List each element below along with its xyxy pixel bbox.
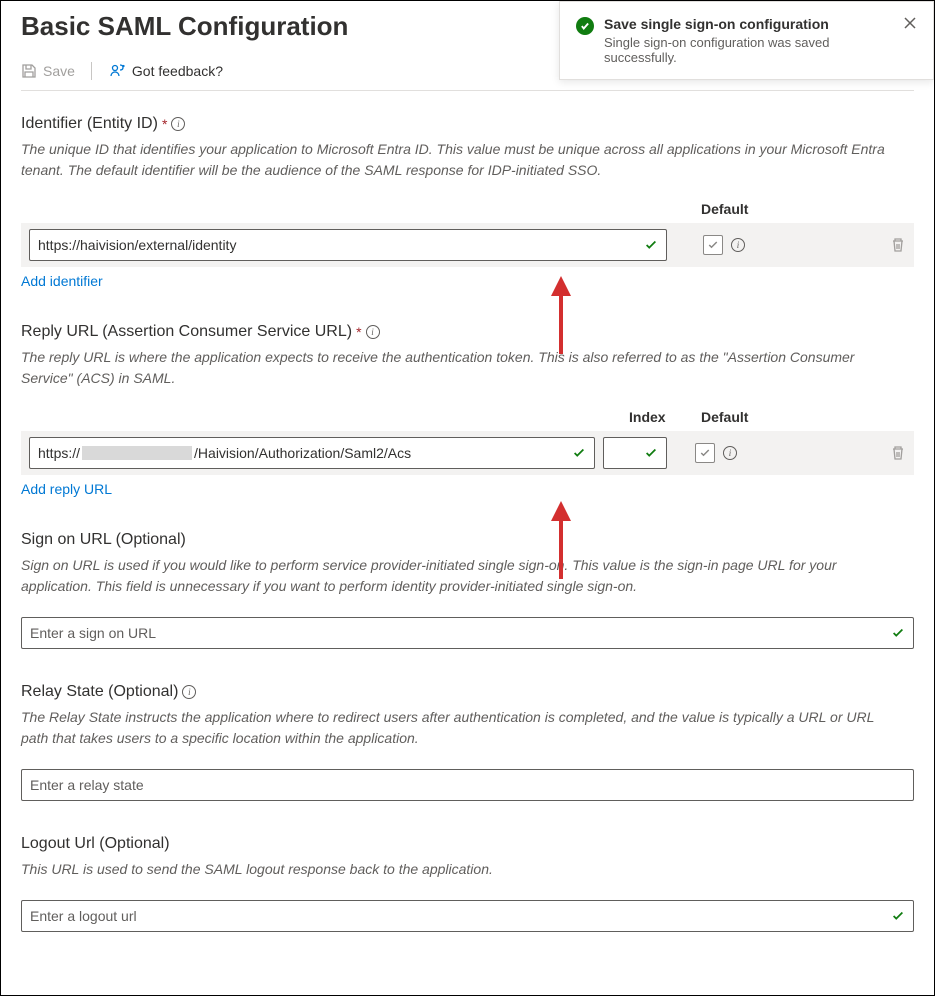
toolbar-divider [91,62,92,80]
relay-state-description: The Relay State instructs the applicatio… [21,707,901,749]
default-checkbox[interactable] [703,235,723,255]
info-icon[interactable]: i [731,238,745,252]
feedback-button[interactable]: Got feedback? [108,62,223,80]
default-header: Default [701,409,748,425]
identifier-input-wrapper [29,229,667,261]
identifier-section: Identifier (Entity ID) * i The unique ID… [21,115,914,289]
logout-input-wrapper [21,900,914,932]
save-icon [21,63,37,79]
info-icon[interactable]: i [723,446,737,460]
check-icon [572,446,586,460]
sign-on-description: Sign on URL is used if you would like to… [21,555,901,597]
logout-input[interactable] [30,908,891,924]
success-icon [576,17,594,35]
reply-url-input-wrapper: https:// /Haivision/Authorization/Saml2/… [29,437,595,469]
identifier-row: i [21,223,914,267]
sign-on-section: Sign on URL (Optional) Sign on URL is us… [21,531,914,649]
logout-description: This URL is used to send the SAML logout… [21,859,901,880]
index-input-wrapper [603,437,667,469]
redacted-host [82,446,192,460]
reply-url-row: https:// /Haivision/Authorization/Saml2/… [21,431,914,475]
feedback-label: Got feedback? [132,63,223,79]
required-indicator: * [162,116,167,132]
relay-state-title: Relay State (Optional) i [21,683,914,701]
toast-message: Single sign-on configuration was saved s… [604,35,893,65]
default-header: Default [701,201,748,217]
check-icon [644,238,658,252]
identifier-title: Identifier (Entity ID) * i [21,115,914,133]
identifier-description: The unique ID that identifies your appli… [21,139,901,181]
feedback-icon [108,62,126,80]
add-reply-url-link[interactable]: Add reply URL [21,481,112,497]
info-icon[interactable]: i [366,325,380,339]
delete-icon[interactable] [890,445,906,461]
reply-url-input[interactable]: https:// /Haivision/Authorization/Saml2/… [38,445,572,461]
reply-url-title: Reply URL (Assertion Consumer Service UR… [21,323,914,341]
sign-on-title: Sign on URL (Optional) [21,531,914,549]
identifier-input[interactable] [38,237,644,253]
info-icon[interactable]: i [182,685,196,699]
save-toast: Save single sign-on configuration Single… [559,1,934,80]
add-identifier-link[interactable]: Add identifier [21,273,103,289]
save-button[interactable]: Save [21,63,75,79]
delete-icon[interactable] [890,237,906,253]
check-icon [644,446,658,460]
logout-section: Logout Url (Optional) This URL is used t… [21,835,914,932]
sign-on-input-wrapper [21,617,914,649]
index-input[interactable] [612,445,644,461]
relay-state-section: Relay State (Optional) i The Relay State… [21,683,914,801]
required-indicator: * [356,324,361,340]
sign-on-input[interactable] [30,625,891,641]
default-checkbox[interactable] [695,443,715,463]
relay-state-input-wrapper [21,769,914,801]
close-icon[interactable] [903,16,917,30]
save-label: Save [43,63,75,79]
reply-url-section: Reply URL (Assertion Consumer Service UR… [21,323,914,497]
check-icon [891,909,905,923]
index-header: Index [629,409,701,425]
logout-title: Logout Url (Optional) [21,835,914,853]
relay-state-input[interactable] [30,777,905,793]
check-icon [891,626,905,640]
toast-title: Save single sign-on configuration [604,16,893,32]
reply-url-description: The reply URL is where the application e… [21,347,901,389]
info-icon[interactable]: i [171,117,185,131]
